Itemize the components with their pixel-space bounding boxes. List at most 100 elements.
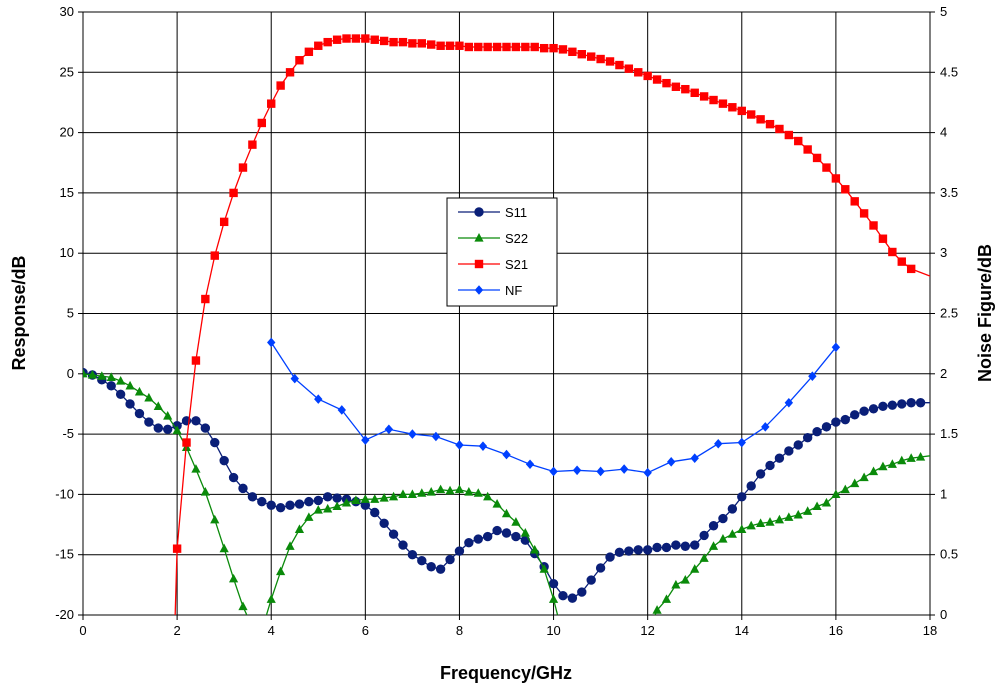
- data-point-s11: [907, 399, 915, 407]
- y-right-tick-label: 4.5: [940, 64, 958, 79]
- data-point-s21: [512, 43, 520, 51]
- y-right-tick-label: 3: [940, 245, 947, 260]
- data-point-s11: [719, 514, 727, 522]
- data-point-s21: [192, 356, 200, 364]
- data-point-s11: [126, 400, 134, 408]
- data-point-s11: [295, 500, 303, 508]
- y-right-tick-label: 0: [940, 607, 947, 622]
- data-point-s11: [785, 447, 793, 455]
- data-point-s21: [596, 55, 604, 63]
- data-point-s11: [549, 579, 557, 587]
- data-point-s11: [615, 548, 623, 556]
- data-point-s21: [483, 43, 491, 51]
- data-point-s11: [201, 424, 209, 432]
- y-left-tick-label: 20: [60, 125, 74, 140]
- data-point-s21: [521, 43, 529, 51]
- data-point-s21: [615, 61, 623, 69]
- data-point-s11: [916, 399, 924, 407]
- data-point-s21: [822, 163, 830, 171]
- data-point-s11: [832, 418, 840, 426]
- data-point-s11: [681, 542, 689, 550]
- data-point-s11: [851, 411, 859, 419]
- legend-label: S11: [505, 205, 527, 220]
- data-point-s11: [389, 530, 397, 538]
- data-point-s11: [455, 547, 463, 555]
- data-point-s21: [173, 544, 181, 552]
- y-right-tick-label: 2.5: [940, 306, 958, 321]
- data-point-s21: [568, 48, 576, 56]
- x-tick-label: 4: [268, 623, 275, 638]
- data-point-s21: [728, 103, 736, 111]
- data-point-s11: [596, 564, 604, 572]
- data-point-s21: [898, 257, 906, 265]
- y-right-tick-label: 1: [940, 486, 947, 501]
- data-point-s21: [399, 38, 407, 46]
- data-point-s21: [408, 39, 416, 47]
- x-tick-label: 18: [923, 623, 937, 638]
- data-point-s21: [239, 163, 247, 171]
- data-point-s11: [578, 588, 586, 596]
- data-point-s11: [145, 418, 153, 426]
- y-left-tick-label: -20: [55, 607, 74, 622]
- data-point-s11: [371, 508, 379, 516]
- data-point-s21: [785, 131, 793, 139]
- data-point-s11: [625, 547, 633, 555]
- data-point-s21: [371, 36, 379, 44]
- data-point-s21: [700, 92, 708, 100]
- data-point-s21: [653, 75, 661, 83]
- data-point-s11: [286, 501, 294, 509]
- data-point-s21: [879, 235, 887, 243]
- data-point-s11: [794, 441, 802, 449]
- data-point-s11: [747, 482, 755, 490]
- data-point-s21: [841, 185, 849, 193]
- data-point-s11: [559, 592, 567, 600]
- data-point-s21: [201, 295, 209, 303]
- data-point-s21: [803, 145, 811, 153]
- data-point-s21: [869, 221, 877, 229]
- data-point-s21: [314, 42, 322, 50]
- data-point-s11: [164, 425, 172, 433]
- data-point-s11: [888, 401, 896, 409]
- y-left-tick-label: 10: [60, 245, 74, 260]
- x-tick-label: 14: [735, 623, 749, 638]
- data-point-s21: [333, 36, 341, 44]
- data-point-s21: [248, 140, 256, 148]
- data-point-s21: [220, 218, 228, 226]
- data-point-s11: [606, 553, 614, 561]
- data-point-s11: [465, 538, 473, 546]
- data-point-s21: [389, 38, 397, 46]
- data-point-s21: [738, 107, 746, 115]
- data-point-s21: [681, 85, 689, 93]
- data-point-s11: [775, 454, 783, 462]
- data-point-s21: [634, 68, 642, 76]
- legend-label: NF: [505, 283, 522, 298]
- data-point-s11: [399, 541, 407, 549]
- y-left-tick-label: 15: [60, 185, 74, 200]
- data-point-s11: [568, 594, 576, 602]
- data-point-s11: [258, 497, 266, 505]
- data-point-s11: [653, 543, 661, 551]
- data-point-s11: [116, 390, 124, 398]
- data-point-s11: [860, 407, 868, 415]
- data-point-s11: [408, 551, 416, 559]
- data-point-s21: [672, 83, 680, 91]
- y-left-tick-label: 0: [67, 366, 74, 381]
- data-point-s21: [446, 42, 454, 50]
- data-point-s11: [756, 470, 764, 478]
- data-point-s21: [794, 137, 802, 145]
- x-tick-label: 16: [829, 623, 843, 638]
- y-right-tick-label: 4: [940, 125, 947, 140]
- data-point-s21: [276, 81, 284, 89]
- data-point-s21: [427, 40, 435, 48]
- data-point-s11: [493, 526, 501, 534]
- data-point-s21: [182, 438, 190, 446]
- data-point-s21: [380, 37, 388, 45]
- y-right-tick-label: 5: [940, 4, 947, 19]
- data-point-s11: [502, 529, 510, 537]
- data-point-s21: [766, 120, 774, 128]
- y-left-tick-label: -10: [55, 486, 74, 501]
- data-point-s21: [851, 197, 859, 205]
- y-right-tick-label: 0.5: [940, 547, 958, 562]
- data-point-s21: [578, 50, 586, 58]
